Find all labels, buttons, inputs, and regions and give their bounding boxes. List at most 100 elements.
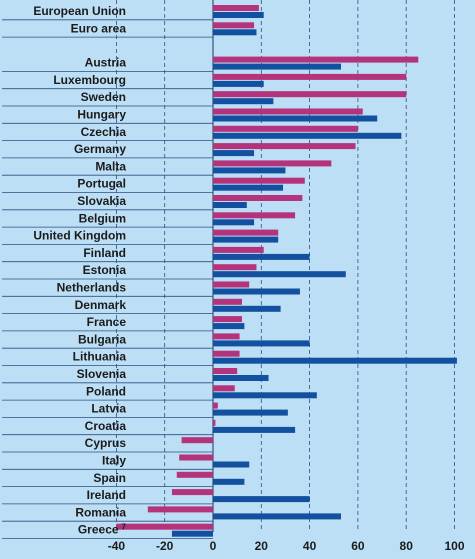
bar-series-1 [213,22,255,29]
category-label-text: Romania [75,505,126,519]
bar-series-2 [213,305,281,312]
category-label: Italy [102,454,126,468]
bar-series-1 [213,402,218,409]
x-tick-label: 20 [255,539,269,553]
category-label-text: Slovakia [77,194,126,208]
category-label: Bulgaria [78,332,126,346]
bar-series-1 [147,506,213,513]
bar-series-1 [213,281,250,288]
x-tick-label: 80 [400,539,414,553]
x-tick-label: -40 [108,539,126,553]
category-label: Portugal [77,177,126,191]
category-label: Denmark [75,298,127,312]
category-label: Estonia [83,263,127,277]
category-label: Croatia [85,419,127,433]
bar-series-1 [171,489,213,496]
category-label: Euro area [71,21,127,35]
bar-series-1 [213,419,216,426]
category-label-text: Austria [85,56,127,70]
x-tick-label: 40 [303,539,317,553]
grid-lines [2,0,455,539]
x-tick-label: 100 [444,539,464,553]
category-label: Slovakia [77,194,126,208]
bar-series-1 [213,368,238,374]
bar-series-2 [213,132,402,139]
category-label-text: Denmark [75,298,127,312]
bar-series-2 [213,80,264,87]
category-label: Ireland [87,488,126,502]
bar-series-1 [213,143,356,150]
category-label-text: France [87,315,127,329]
bar-series-1 [213,73,407,80]
category-label: Austria [85,56,127,70]
category-label-text: Portugal [77,177,126,191]
bar-series-1 [213,264,257,271]
bar-series-2 [213,167,286,174]
bar-series-1 [213,108,363,115]
footnote-marker: 7 [122,523,127,532]
bar-series-2 [213,12,264,18]
bar-series-2 [213,253,310,260]
category-label-text: Cyprus [85,436,127,450]
category-label-text: Belgium [79,211,126,225]
bar-series-2 [213,271,346,278]
bar-series-2 [213,288,300,295]
x-tick-labels: -40 -20 0 20 40 60 80 100 [108,539,465,553]
bar-series-1 [213,125,358,132]
category-label-text: Netherlands [57,281,127,295]
category-label: Germany [74,142,126,156]
category-label: Netherlands [57,281,127,295]
bar-series-2 [213,98,274,105]
bar-series-2 [213,375,269,381]
category-label: Cyprus [85,436,127,450]
category-label-text: Finland [83,246,126,260]
bar-series-2 [213,236,279,243]
bar-series-1 [213,91,407,98]
category-label-text: Poland [86,384,126,398]
category-label: Czechia [81,125,127,139]
bar-series-2 [213,340,310,347]
category-labels: European Union Euro area Austria Luxembourg… [33,4,126,537]
bar-series-1 [213,56,419,63]
bar-series-1 [213,229,279,236]
category-label-text: Italy [102,454,126,468]
category-label: Finland [83,246,126,260]
category-label: Romania [75,505,126,519]
category-label: Belgium [79,211,126,225]
category-label: Sweden [81,90,126,104]
bar-series-2 [213,513,341,520]
bar-series-1 [181,437,213,444]
category-label: Hungary [77,108,126,122]
category-label: Malta [95,159,126,173]
category-label-text: Latvia [91,402,126,416]
bar-series-1 [213,246,264,253]
bar-series-1 [179,454,213,461]
category-label-text: Malta [95,159,126,173]
category-label-text: Lithuania [73,350,127,364]
bar-series-2 [213,150,255,157]
category-label-text: Estonia [83,263,127,277]
category-label: Lithuania [73,350,127,364]
bar-series-2 [213,478,245,485]
category-label: France [87,315,127,329]
bar-series-2 [213,323,245,330]
category-label: Slovenia [77,367,127,381]
bar-series-1 [213,5,259,11]
bar-series-2 [213,392,317,399]
bar-series-2 [213,115,378,122]
category-label-text: European Union [33,4,126,18]
bar-series-1 [213,316,242,323]
bar-series-2 [213,63,341,70]
category-label-text: Sweden [81,90,126,104]
category-label-text: Slovenia [77,367,127,381]
category-label-text: Croatia [85,419,127,433]
bar-series-1 [213,333,240,340]
bar-series-2 [171,530,213,537]
bar-series-1 [213,177,305,184]
bars [116,5,457,537]
category-label: Luxembourg [53,73,126,87]
category-label-text: Hungary [77,108,126,122]
bar-series-1 [213,385,235,392]
category-label-text: Euro area [71,21,127,35]
